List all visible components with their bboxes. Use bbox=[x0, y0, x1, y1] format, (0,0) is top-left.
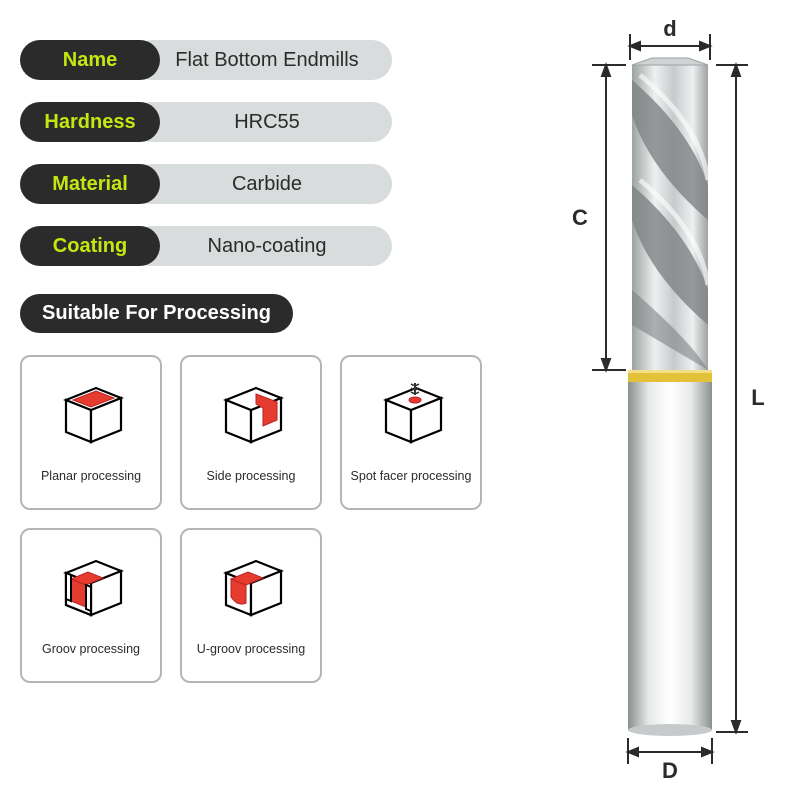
spec-row: CoatingNano-coating bbox=[20, 226, 500, 266]
process-card: Groov processing bbox=[20, 528, 162, 683]
spec-value: Carbide bbox=[132, 164, 392, 204]
process-caption: Spot facer processing bbox=[351, 469, 472, 483]
process-card: Spot facer processing bbox=[340, 355, 482, 510]
dim-l-label: L bbox=[751, 385, 764, 410]
dim-d-label: d bbox=[663, 20, 676, 41]
spec-label: Material bbox=[20, 164, 160, 204]
dim-D-label: D bbox=[662, 758, 678, 780]
process-card: U-groov processing bbox=[180, 528, 322, 683]
spec-row: NameFlat Bottom Endmills bbox=[20, 40, 500, 80]
process-caption: Side processing bbox=[207, 469, 296, 483]
spec-value: HRC55 bbox=[132, 102, 392, 142]
process-caption: Planar processing bbox=[41, 469, 141, 483]
process-card: Side processing bbox=[180, 355, 322, 510]
process-card: Planar processing bbox=[20, 355, 162, 510]
section-header: Suitable For Processing bbox=[20, 294, 293, 333]
spec-label: Coating bbox=[20, 226, 160, 266]
dim-c-label: C bbox=[572, 205, 588, 230]
spotfacer-icon bbox=[361, 371, 461, 461]
spec-label: Hardness bbox=[20, 102, 160, 142]
spec-value: Flat Bottom Endmills bbox=[132, 40, 392, 80]
process-caption: U-groov processing bbox=[197, 642, 305, 656]
ugroove-icon bbox=[201, 544, 301, 634]
spec-value: Nano-coating bbox=[132, 226, 392, 266]
specs-list: NameFlat Bottom Endmills HardnessHRC55 Mat… bbox=[20, 40, 500, 266]
endmill-diagram: d C bbox=[540, 20, 780, 780]
spec-row: MaterialCarbide bbox=[20, 164, 500, 204]
spec-row: HardnessHRC55 bbox=[20, 102, 500, 142]
groove-icon bbox=[41, 544, 141, 634]
side-icon bbox=[201, 371, 301, 461]
left-panel: NameFlat Bottom Endmills HardnessHRC55 Mat… bbox=[20, 40, 500, 683]
planar-icon bbox=[41, 371, 141, 461]
spec-label: Name bbox=[20, 40, 160, 80]
process-caption: Groov processing bbox=[42, 642, 140, 656]
process-grid: Planar processing Side processing Spot fac… bbox=[20, 355, 500, 683]
